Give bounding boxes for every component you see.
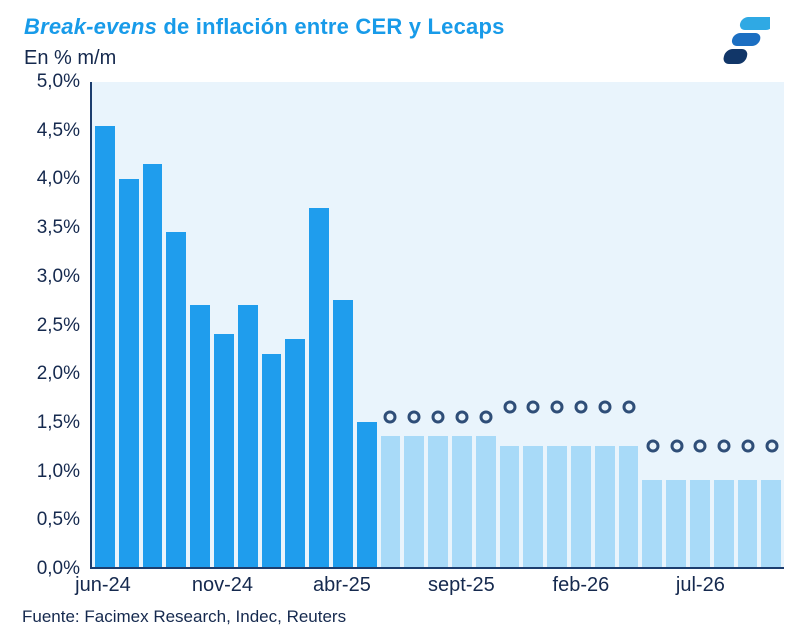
bar-dic-25 <box>523 445 544 567</box>
x-ticks: jun-24 nov-24 abr-25 sept-25 feb-26 jul-26 <box>75 569 784 605</box>
page-title-italic: Break-evens <box>24 14 158 39</box>
page-title: Break-evens de inflación entre CER y Lec… <box>24 14 505 40</box>
bar-oct-26 <box>761 479 782 567</box>
y-tick-label: 1,0% <box>36 460 80 482</box>
facimex-logo <box>712 16 775 68</box>
x-tick-label: jun-24 <box>75 574 131 596</box>
facimex-logo-icon <box>723 17 775 64</box>
bar-oct-25 <box>475 436 496 567</box>
source-note: Fuente: Facimex Research, Indec, Reuters <box>22 607 347 626</box>
bar-mar-25 <box>309 208 329 567</box>
bar-mar-26 <box>594 445 615 567</box>
plot-area <box>90 82 784 569</box>
chart-header: Break-evens de inflación entre CER y Lec… <box>20 12 784 70</box>
bar-feb-25 <box>285 339 306 567</box>
bar-sept-25 <box>451 436 472 567</box>
y-tick-label: 0,0% <box>36 558 80 579</box>
bar-abr-26 <box>618 445 639 567</box>
x-axis: jun-24 nov-24 abr-25 sept-25 feb-26 jul-26 <box>20 569 784 605</box>
y-tick-label: 4,0% <box>36 168 80 190</box>
bar-jul-24 <box>118 179 139 567</box>
bar-ene-25 <box>261 353 282 567</box>
bar-ene-26 <box>547 445 567 567</box>
y-tick-label: 5,0% <box>36 71 80 92</box>
bar-dic-24 <box>237 305 258 567</box>
y-tick-label: 3,0% <box>36 265 80 287</box>
bar-ago-26 <box>713 479 734 567</box>
page-title-rest: de inflación entre CER y Lecaps <box>157 14 505 39</box>
bar-abr-25 <box>332 300 353 567</box>
title-block: Break-evens de inflación entre CER y Lec… <box>20 12 505 70</box>
bar-oct-24 <box>190 305 210 567</box>
bar-ago-24 <box>142 164 163 567</box>
bar-jun-24 <box>95 125 115 567</box>
x-tick-label: feb-26 <box>552 574 610 596</box>
bars-layer <box>92 82 784 567</box>
x-tick-label: nov-24 <box>191 574 253 596</box>
bar-nov-25 <box>499 445 520 567</box>
y-tick-label: 2,0% <box>36 363 80 385</box>
bar-sept-26 <box>737 479 758 567</box>
y-tick-label: 0,5% <box>36 509 80 531</box>
bar-nov-24 <box>213 334 234 567</box>
bar-jun-26 <box>666 479 686 567</box>
x-tick-label: jul-26 <box>675 574 725 596</box>
bar-may-26 <box>642 479 663 567</box>
bar-jul-26 <box>689 479 710 567</box>
y-tick-label: 2,5% <box>36 314 80 336</box>
bar-may-25 <box>356 421 377 567</box>
bar-feb-26 <box>570 445 591 567</box>
y-tick-label: 1,5% <box>36 411 80 433</box>
bar-jun-25 <box>380 436 401 567</box>
chart-subtitle: En % m/m <box>24 47 117 69</box>
x-tick-label: abr-25 <box>313 574 371 596</box>
x-tick-label: sept-25 <box>428 574 495 596</box>
bar-sept-24 <box>166 232 187 567</box>
bar-jul-25 <box>404 436 425 567</box>
bar-ago-25 <box>428 436 448 567</box>
y-tick-label: 3,5% <box>36 217 80 239</box>
bar-chart: 0,0% 0,5% 1,0% 1,5% 2,0% 2,5% 3,0% 3,5% 4,0% 4,5%… <box>20 71 784 579</box>
y-tick-label: 4,5% <box>36 119 80 141</box>
y-axis: 0,0% 0,5% 1,0% 1,5% 2,0% 2,5% 3,0% 3,5% 4,0% 4,5%… <box>20 71 90 579</box>
